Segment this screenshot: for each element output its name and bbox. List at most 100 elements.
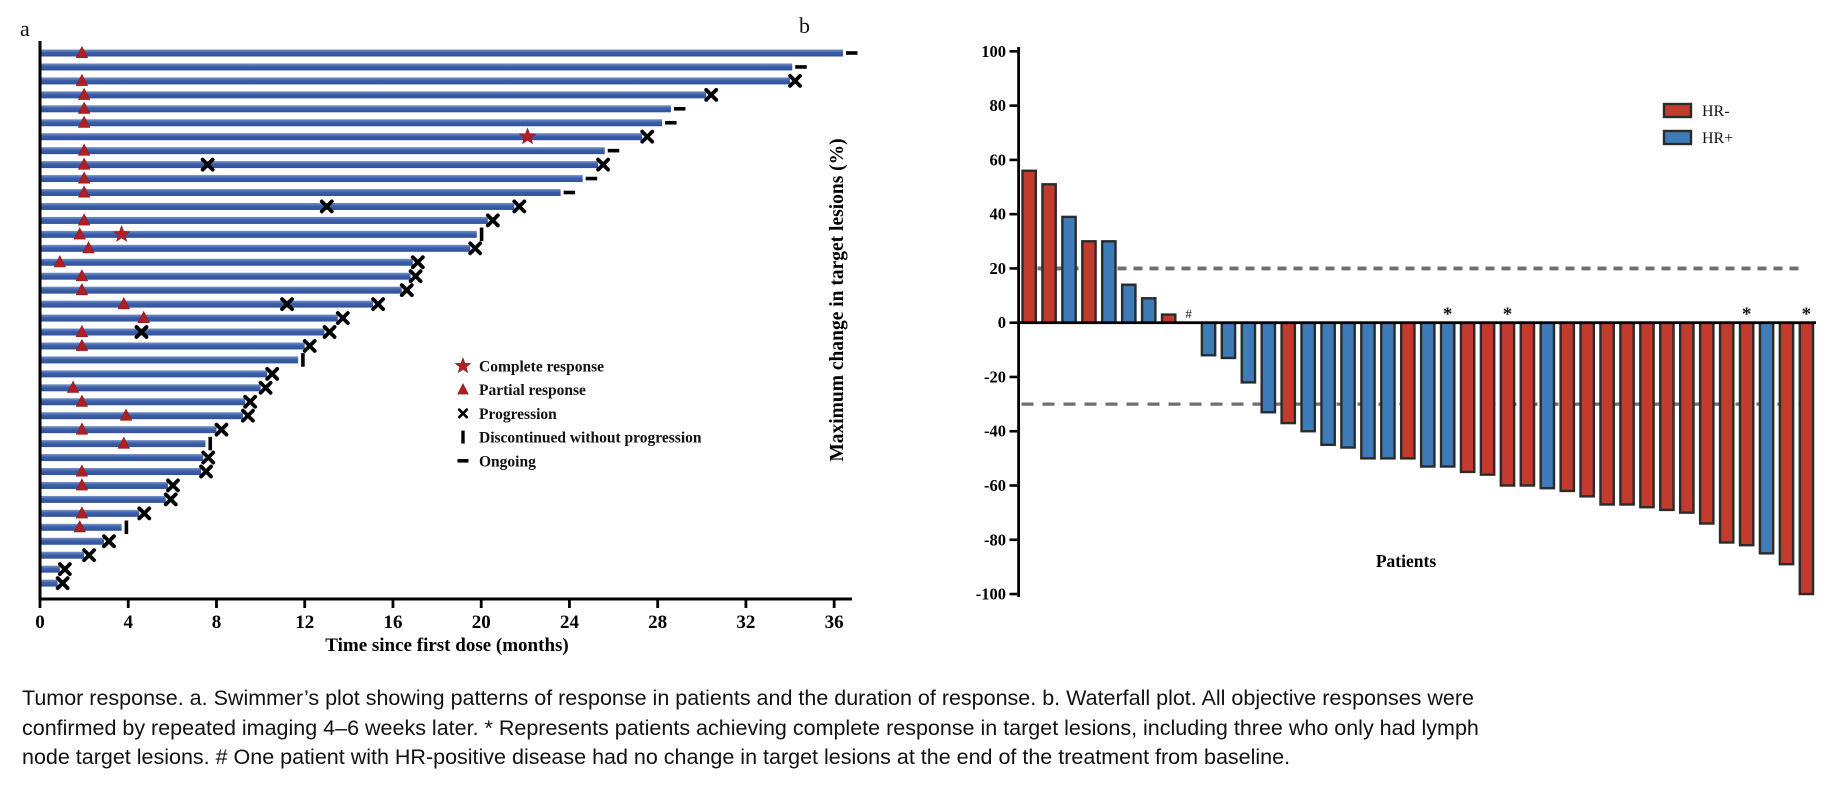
swimmer-bar — [41, 244, 471, 252]
waterfall-bar — [1260, 321, 1277, 414]
y-tick-label: 60 — [990, 150, 1007, 169]
ongoing-dash-marker — [795, 65, 807, 69]
waterfall-patient — [1041, 183, 1057, 324]
waterfall-bar — [1419, 321, 1436, 468]
partial-response-triangle-marker — [75, 338, 89, 351]
swimmer-bar — [41, 216, 488, 224]
discontinued-bar-marker — [301, 353, 305, 367]
ongoing-dash-marker — [673, 107, 686, 111]
waterfall-plot: # * * * * 100 80 60 40 20 0 -20 -40 -60 -80 -100 Maximum… — [827, 42, 1816, 604]
swimmer-row — [41, 422, 229, 437]
swimmer-row — [41, 478, 180, 493]
y-tick — [1009, 321, 1018, 324]
swimmer-row — [41, 408, 255, 423]
progression-x-marker — [457, 408, 469, 419]
swimmer-bar — [41, 454, 204, 462]
partial-response-triangle-marker — [119, 408, 133, 421]
y-tick — [1009, 212, 1018, 216]
waterfall-bar — [1240, 321, 1257, 384]
swimmer-plot: 0 4 8 12 16 20 24 28 32 36 Time since first dose (… — [35, 41, 858, 656]
waterfall-patient — [1698, 321, 1715, 525]
complete-response-asterisk-annotation: * — [1802, 304, 1812, 325]
swimmer-bar — [41, 481, 168, 489]
partial-response-triangle-marker — [75, 464, 89, 477]
partial-response-triangle-marker — [77, 87, 91, 100]
partial-response-triangle-marker — [77, 157, 91, 170]
waterfall-bar — [1758, 321, 1775, 555]
x-tick — [832, 599, 836, 608]
waterfall-patient — [1380, 321, 1396, 460]
y-tick-label: -20 — [984, 367, 1006, 386]
swimmer-row — [41, 324, 337, 339]
swimmer-row — [41, 380, 273, 395]
progression-x-marker — [704, 87, 719, 102]
x-tick-label: 20 — [472, 612, 491, 633]
x-tick-label: 8 — [212, 612, 222, 633]
swimmer-bar — [41, 175, 583, 183]
progression-x-marker — [57, 562, 72, 577]
progression-x-marker — [201, 450, 216, 465]
partial-response-triangle-marker — [75, 73, 89, 86]
complete-response-star-marker — [112, 224, 131, 242]
progression-x-marker — [241, 408, 255, 423]
swimmer-row — [41, 241, 483, 256]
progression-x-marker — [163, 492, 178, 507]
waterfall-patient — [1599, 321, 1615, 506]
ongoing-dash-marker — [563, 190, 576, 195]
progression-x-marker — [55, 576, 70, 590]
waterfall-patient — [1479, 321, 1496, 476]
x-tick — [303, 599, 307, 608]
swimmer-bar — [41, 105, 671, 113]
swimmer-row — [41, 224, 484, 242]
partial-response-triangle-marker — [82, 241, 95, 254]
waterfall-bar — [1459, 321, 1476, 474]
swimmer-legend-label: Complete response — [479, 359, 604, 376]
y-tick-label: 100 — [981, 42, 1006, 61]
waterfall-patient — [1220, 321, 1237, 360]
waterfall-patient — [1519, 321, 1536, 487]
progression-x-marker — [335, 311, 350, 325]
swimmer-row — [41, 562, 72, 577]
y-tick-label: -60 — [984, 476, 1006, 495]
swimmer-row — [41, 520, 129, 535]
y-tick-label: -40 — [984, 422, 1006, 441]
complete-response-asterisk-annotation: * — [1443, 304, 1453, 325]
legend-swatch — [1662, 102, 1693, 119]
progression-x-marker — [166, 478, 180, 493]
swimmer-row — [41, 492, 178, 507]
swimmer-y-axis — [38, 41, 42, 601]
partial-response-triangle-marker — [75, 45, 89, 58]
partial-response-triangle-marker — [77, 115, 91, 128]
waterfall-bar — [1619, 321, 1635, 506]
x-tick-label: 28 — [648, 612, 667, 633]
figure-canvas: 0 4 8 12 16 20 24 28 32 36 Time since first dose (… — [35, 41, 1816, 656]
swimmer-bar — [41, 468, 202, 475]
partial-response-triangle-marker — [73, 520, 86, 533]
swimmer-row — [41, 171, 598, 184]
waterfall-patient — [1559, 321, 1576, 493]
swimmer-bar — [41, 91, 707, 99]
swimmer-bar — [41, 509, 140, 517]
swimmer-row — [41, 101, 686, 114]
y-tick — [1009, 484, 1018, 487]
waterfall-bar — [1559, 321, 1576, 493]
y-tick — [1009, 592, 1018, 596]
waterfall-bar — [1140, 297, 1157, 324]
waterfall-bar — [1738, 321, 1755, 547]
swimmer-row — [41, 576, 70, 590]
swimmer-row — [41, 506, 152, 521]
ongoing-dash-icon — [457, 459, 469, 463]
waterfall-bar — [1380, 321, 1396, 460]
swimmer-row — [41, 73, 802, 88]
x-tick-label: 12 — [295, 612, 314, 633]
partial-response-triangle-marker — [75, 394, 89, 407]
waterfall-patient: * — [1499, 304, 1516, 487]
x-tick — [568, 599, 571, 608]
swimmer-legend-label: Progression — [479, 406, 557, 423]
swimmer-bar — [41, 537, 104, 545]
waterfall-patient — [1140, 297, 1157, 324]
swimmer-bar — [41, 426, 217, 434]
swimmer-bar — [41, 77, 791, 85]
swimmer-legend-label: Discontinued without progression — [479, 430, 702, 447]
swimmer-bar — [41, 258, 413, 266]
